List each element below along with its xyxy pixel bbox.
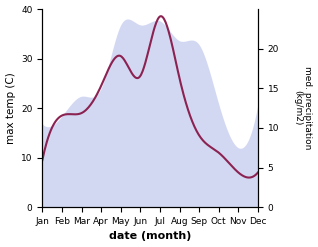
Y-axis label: med. precipitation
(kg/m2): med. precipitation (kg/m2) xyxy=(293,66,313,150)
Y-axis label: max temp (C): max temp (C) xyxy=(5,72,16,144)
X-axis label: date (month): date (month) xyxy=(109,231,191,242)
